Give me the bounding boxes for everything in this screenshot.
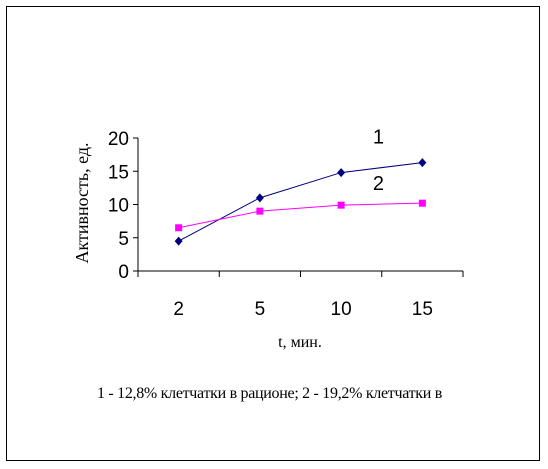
x-tick-label: 5 <box>255 299 266 320</box>
y-tick-label: 15 <box>108 162 129 183</box>
y-tick-label: 20 <box>108 129 129 150</box>
x-tick-label: 2 <box>173 299 184 320</box>
x-tick-label: 15 <box>412 299 433 320</box>
data-point <box>418 158 427 168</box>
series-line <box>178 162 423 242</box>
chart-caption: 1 - 12,8% клетчатки в рационе; 2 - 19,2%… <box>97 385 442 402</box>
data-point <box>256 207 264 215</box>
y-tick-label: 0 <box>118 262 129 283</box>
y-tick-label: 5 <box>118 229 129 250</box>
x-ticks: 2 5 10 15 <box>137 271 464 320</box>
series-1: 1 <box>174 127 427 246</box>
data-point <box>337 201 345 209</box>
data-point <box>255 193 264 203</box>
data-point <box>337 168 346 178</box>
y-ticks: 0 5 10 15 20 <box>108 129 138 283</box>
x-tick-label: 10 <box>331 299 352 320</box>
y-axis-label: Активность, ед. <box>72 142 92 263</box>
data-point <box>175 224 183 232</box>
series-2: 2 <box>175 173 426 232</box>
y-tick-label: 10 <box>108 196 129 217</box>
series-label: 2 <box>373 173 384 195</box>
data-point <box>174 236 183 246</box>
axes <box>137 138 463 272</box>
series-group: 12 <box>174 127 427 246</box>
series-line <box>178 202 423 229</box>
x-axis-label: t, мин. <box>278 334 322 351</box>
data-point <box>418 199 426 207</box>
series-label: 1 <box>373 127 384 149</box>
chart-frame <box>6 6 540 461</box>
